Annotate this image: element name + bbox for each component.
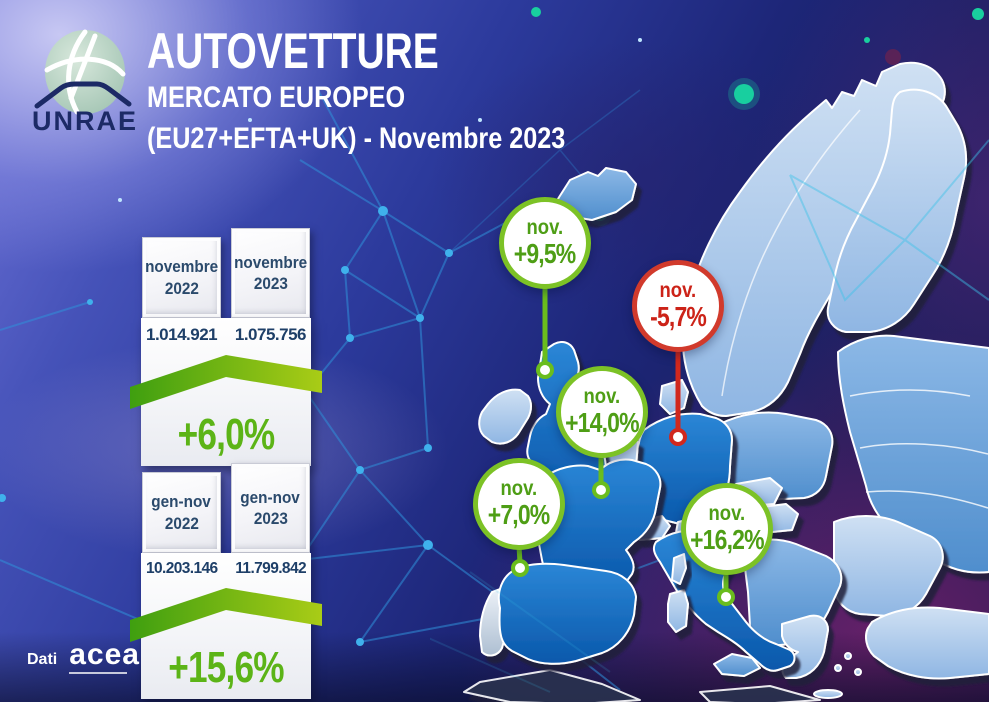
logo-globe-icon [45,30,125,114]
callout-prefix: nov. [659,278,697,302]
callout-prefix: nov. [583,384,621,408]
callout-bubble-france: nov. +14,0% [556,366,648,458]
anchor-spain [511,559,529,577]
anchor-france [592,481,610,499]
region-eastern-europe [837,334,989,574]
delta-value: +15,6% [168,643,284,692]
country-africa-coast [463,669,821,702]
island-corsica [671,553,687,585]
callout-bubble-germany: nov. -5,7% [632,260,724,352]
country-greece [781,614,829,679]
anchor-uk [536,361,554,379]
country-finland [826,88,967,333]
island-sicily [713,653,761,677]
callout-prefix: nov. [708,501,746,525]
delta-value: +6,0% [177,410,276,459]
value-prev: 10.203.146 [146,560,218,577]
callout-bubble-united-kingdom: nov. +9,5% [499,197,591,289]
period-box-curr: gen-nov 2023 [231,463,310,553]
period-line2: 2023 [253,509,288,528]
period-line2: 2022 [164,513,199,533]
stat-card-gen-nov: gen-nov 2022 gen-nov 2023 10.203.146 11.… [130,463,322,699]
country-turkey [865,606,989,680]
country-switzerland [631,515,671,541]
unrae-logo: UNRAE [33,29,137,136]
island-sardinia [667,589,689,633]
source-label: Dati [27,651,58,668]
period-line1: novembre [144,257,219,277]
callout-value: +14,0% [565,406,639,438]
source-name: acea [69,638,140,671]
value-prev: 1.014.921 [146,325,218,344]
logo-globe-lines [44,29,126,115]
greek-islands [813,652,862,699]
country-portugal [479,585,512,657]
anchor-germany [669,428,687,446]
callout-bubble-spain: nov. +7,0% [473,458,565,550]
header: AUTOVETTURE MERCATO EUROPEO (EU27+EFTA+U… [147,26,645,154]
period-line1: gen-nov [151,492,212,512]
callout-prefix: nov. [526,215,564,239]
page-subtitle: MERCATO EUROPEO [147,81,406,114]
value-curr: 11.799.842 [235,560,306,577]
value-curr: 1.075.756 [234,325,307,344]
card-panel: 1.014.921 1.075.756 +6,0% [130,318,322,466]
callout-bubble-italy: nov. +16,2% [681,483,773,575]
growth-chevron-icon [130,588,322,642]
period-line2: 2022 [164,278,199,298]
source-credit: Dati acea [27,638,140,674]
period-box-prev: gen-nov 2022 [142,472,221,553]
period-box-curr: novembre 2023 [231,228,310,318]
callout-value: +9,5% [514,237,576,269]
source-tagline-rule [69,672,128,674]
callout-prefix: nov. [500,476,538,500]
country-spain [497,562,637,665]
period-line1: gen-nov [240,487,301,507]
stat-card-november: novembre 2022 novembre 2023 1.014.921 1.… [130,228,322,466]
period-line1: novembre [233,252,308,272]
anchor-italy [717,588,735,606]
callout-value: +7,0% [488,498,550,530]
logo-wordmark: UNRAE [33,106,137,136]
country-denmark [659,379,689,415]
period-line2: 2023 [253,274,288,293]
page-title: AUTOVETTURE [147,23,439,79]
callout-value: +16,2% [690,523,764,555]
logo-car-icon [34,81,132,109]
card-panel: 10.203.146 11.799.842 +15,6% [130,553,322,699]
country-scandinavia [681,61,946,417]
country-ireland [478,388,532,445]
period-box-prev: novembre 2022 [142,237,221,318]
scope-line: (EU27+EFTA+UK) - Novembre 2023 [147,121,566,155]
growth-chevron-icon [130,355,322,409]
region-romania-bulgaria [833,515,944,617]
callout-value: -5,7% [650,300,707,332]
source-logo: acea [69,638,140,674]
